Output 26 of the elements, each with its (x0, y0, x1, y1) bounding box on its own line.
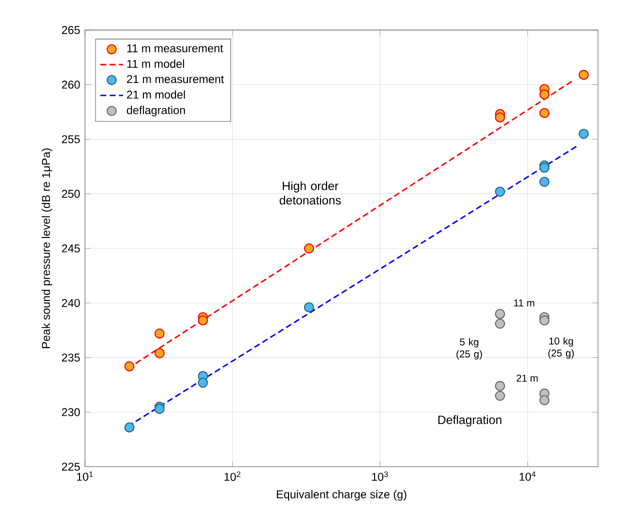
legend-label: 21 m model (126, 90, 185, 99)
y-tick-label: 235 (62, 354, 80, 362)
annotation: Deflagration (438, 415, 502, 426)
legend-label: deflagration (126, 106, 185, 116)
annotation: 21 m (516, 374, 538, 382)
y-tick-label: 225 (62, 462, 80, 471)
y-tick-label: 260 (62, 80, 80, 89)
y-axis-title: Peak sound pressure level (dB re 1μPa) (42, 148, 52, 348)
legend-label: 21 m measurement (126, 75, 224, 84)
legend-label: 11 m measurement (127, 44, 224, 52)
annotation: 11 m (514, 300, 534, 306)
legend-label: 11 m model (127, 60, 184, 68)
y-tick-label: 265 (62, 26, 80, 34)
y-tick-label: 255 (62, 135, 80, 144)
y-tick-label: 240 (62, 298, 80, 307)
y-tick-label: 245 (62, 244, 80, 252)
x-axis-title: Equivalent charge size (g) (276, 490, 406, 501)
x-tick-label: 10$^{2}$ (224, 471, 240, 481)
y-tick-label: 250 (62, 190, 80, 198)
x-tick-label: 10$^{1}$ (77, 471, 93, 481)
x-tick-label: 10$^{3}$ (372, 471, 388, 481)
annotation: 10 kg (25 g) (548, 337, 574, 359)
x-tick-label: 10$^{4}$ (520, 471, 536, 481)
annotation: High order detonations (280, 181, 341, 205)
annotation: 5 kg (25 g) (456, 338, 482, 360)
y-tick-label: 230 (62, 408, 80, 416)
